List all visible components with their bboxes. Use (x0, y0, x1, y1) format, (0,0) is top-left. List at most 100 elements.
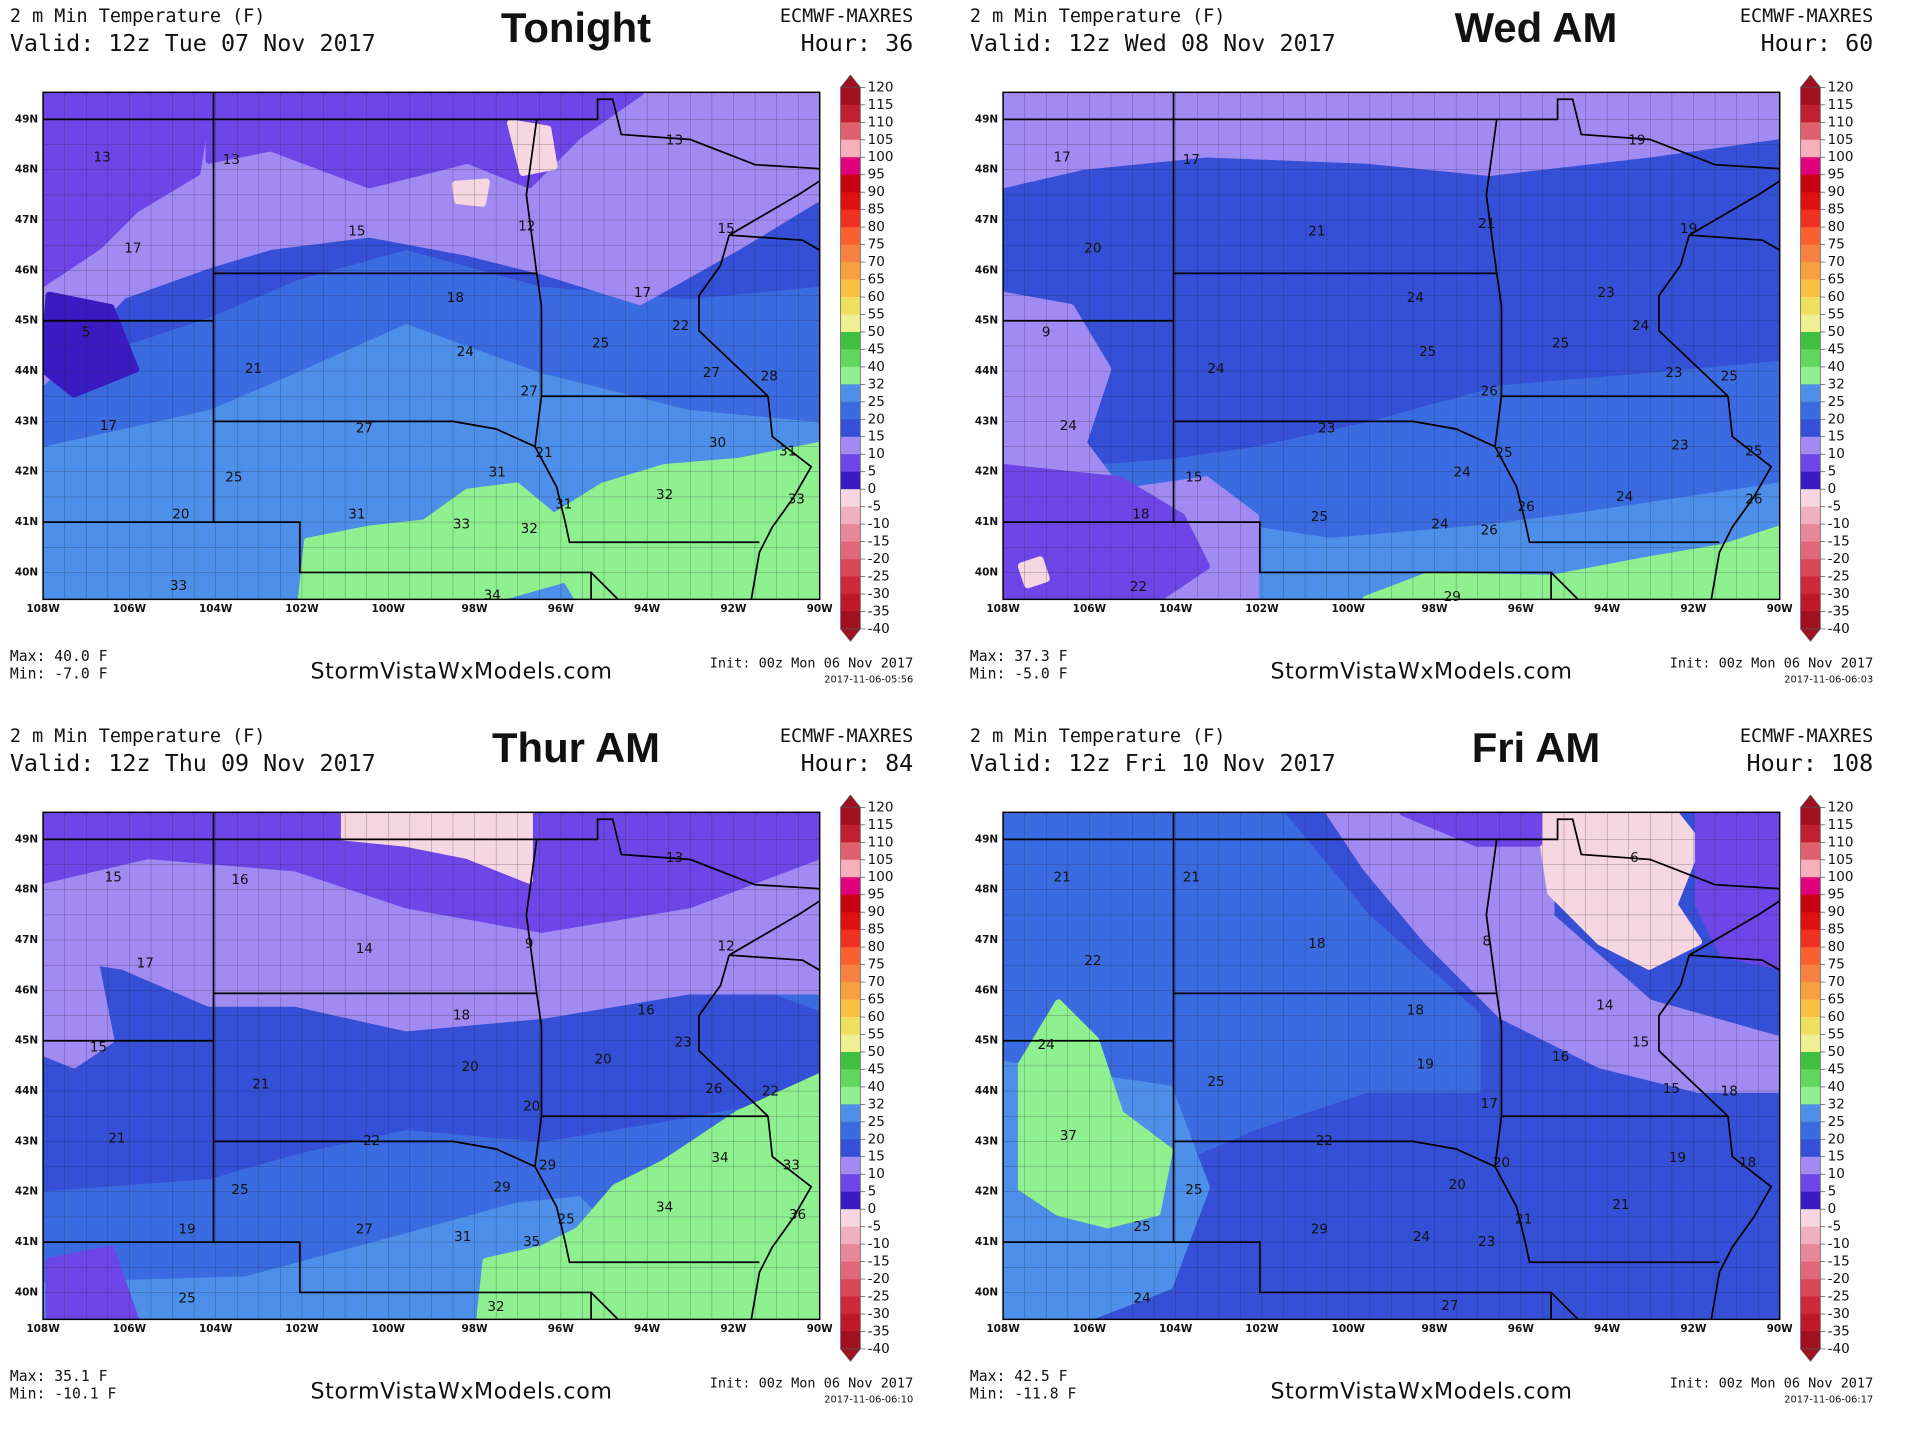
station-temp: 24 (1407, 290, 1424, 306)
colorbar-swatch (1800, 384, 1821, 403)
colorbar-label: 45 (1828, 1061, 1845, 1077)
colorbar-swatch (840, 999, 861, 1018)
colorbar-label: 115 (868, 817, 894, 833)
state-border (1173, 420, 1496, 448)
station-temp: 26 (705, 1081, 722, 1097)
map-panel: 2 m Min Temperature (F)Valid: 12z Fri 10… (970, 724, 1873, 1406)
station-temp: 23 (1478, 1234, 1495, 1250)
lon-label: 98W (461, 603, 488, 615)
station-temp: 22 (672, 318, 689, 334)
lat-label: 42N (15, 1186, 38, 1198)
colorbar-label: -40 (1828, 1341, 1850, 1357)
colorbar-label: 60 (868, 289, 885, 305)
lon-label: 96W (548, 603, 575, 615)
lon-label: 92W (720, 603, 747, 615)
station-temp: 23 (1598, 285, 1615, 301)
colorbar-swatch (1800, 842, 1821, 861)
station-temp: 18 (1132, 506, 1149, 522)
colorbar-label: 120 (1828, 799, 1854, 815)
colorbar-swatch (840, 1331, 861, 1350)
colorbar-label: -10 (868, 1236, 890, 1252)
colorbar-swatch (1800, 982, 1821, 1000)
station-temp: 24 (1616, 489, 1633, 505)
lon-label: 92W (1680, 603, 1707, 615)
colorbar-label: -5 (868, 499, 881, 515)
colorbar-swatch (840, 192, 861, 211)
lon-label: 94W (634, 603, 661, 615)
station-temp: 33 (788, 492, 805, 508)
colorbar-label: -15 (1828, 1254, 1850, 1270)
colorbar-label: -35 (868, 1323, 890, 1339)
valid-time: Valid: 12z Thu 09 Nov 2017 (10, 749, 376, 777)
station-temp: 26 (1745, 492, 1762, 508)
temperature-region (1399, 812, 1543, 847)
colorbar-swatch (1800, 1191, 1821, 1210)
temperature-region (1534, 812, 1703, 970)
station-temp: 17 (1183, 152, 1200, 168)
colorbar-swatch (1800, 1017, 1821, 1035)
model-name: ECMWF-MAXRES (780, 726, 913, 747)
lon-label: 100W (1332, 1323, 1366, 1335)
colorbar-swatch (1800, 262, 1821, 280)
colorbar-label: 65 (1828, 272, 1845, 288)
header: 2 m Min Temperature (F) (10, 726, 266, 747)
station-temp: 22 (363, 1133, 380, 1149)
lat-label: 49N (15, 113, 38, 125)
station-temp: 16 (231, 872, 248, 888)
lon-label: 92W (720, 1323, 747, 1335)
colorbar-swatch (1800, 349, 1821, 368)
lat-label: 41N (975, 516, 998, 528)
station-temp: 21 (535, 445, 552, 461)
station-temp: 25 (592, 335, 609, 351)
lon-label: 98W (1421, 1323, 1448, 1335)
lon-label: 106W (1073, 603, 1107, 615)
station-temp: 33 (453, 516, 470, 532)
station-temp: 19 (178, 1222, 195, 1238)
lon-label: 108W (986, 603, 1020, 615)
model-name: ECMWF-MAXRES (1740, 6, 1873, 27)
colorbar-swatch (840, 859, 861, 878)
colorbar-swatch (1800, 1313, 1821, 1332)
state-border (43, 1241, 592, 1320)
colorbar-label: 32 (868, 376, 885, 392)
site-name: StormVistaWxModels.com (311, 1379, 613, 1405)
state-border (1494, 396, 1720, 544)
state-border (750, 396, 813, 600)
site-name: StormVistaWxModels.com (1271, 658, 1573, 684)
station-temp: 36 (789, 1207, 806, 1223)
station-temp: 34 (656, 1199, 673, 1215)
colorbar-label: 40 (868, 359, 885, 375)
colorbar-swatch (840, 174, 861, 193)
colorbar-swatch (840, 947, 861, 965)
colorbar-label: 20 (1828, 411, 1845, 427)
state-border (1710, 1116, 1773, 1320)
colorbar-swatch (1800, 559, 1821, 577)
lon-label: 106W (113, 1323, 147, 1335)
station-temp: 23 (1665, 365, 1682, 381)
station-temp: 21 (252, 1076, 269, 1092)
colorbar-label: -30 (868, 586, 890, 602)
colorbar-swatch (840, 366, 861, 385)
colorbar-swatch (1800, 999, 1821, 1018)
station-temp: 13 (94, 150, 111, 166)
colorbar-label: -20 (1828, 551, 1850, 567)
colorbar-label: -20 (868, 551, 890, 567)
colorbar-label: 0 (868, 481, 877, 497)
station-temp: 29 (494, 1180, 511, 1196)
colorbar-label: 60 (868, 1009, 885, 1025)
colorbar-label: -30 (868, 1306, 890, 1322)
colorbar-label: -30 (1828, 586, 1850, 602)
max-value: Max: 42.5 F (970, 1368, 1068, 1385)
colorbar-label: 85 (868, 922, 885, 938)
forecast-hour: Hour: 84 (801, 749, 914, 777)
lon-label: 102W (1245, 603, 1279, 615)
colorbar-swatch (840, 1034, 861, 1053)
timestamp: 2017-11-06-06:17 (1784, 1394, 1873, 1405)
colorbar-swatch (840, 139, 861, 158)
map-area (43, 812, 820, 1320)
colorbar-swatch (1800, 1174, 1821, 1193)
colorbar-swatch (840, 1209, 861, 1228)
station-temp: 34 (711, 1150, 728, 1166)
temperature-region (45, 1245, 140, 1320)
colorbar-swatch (840, 1244, 861, 1262)
